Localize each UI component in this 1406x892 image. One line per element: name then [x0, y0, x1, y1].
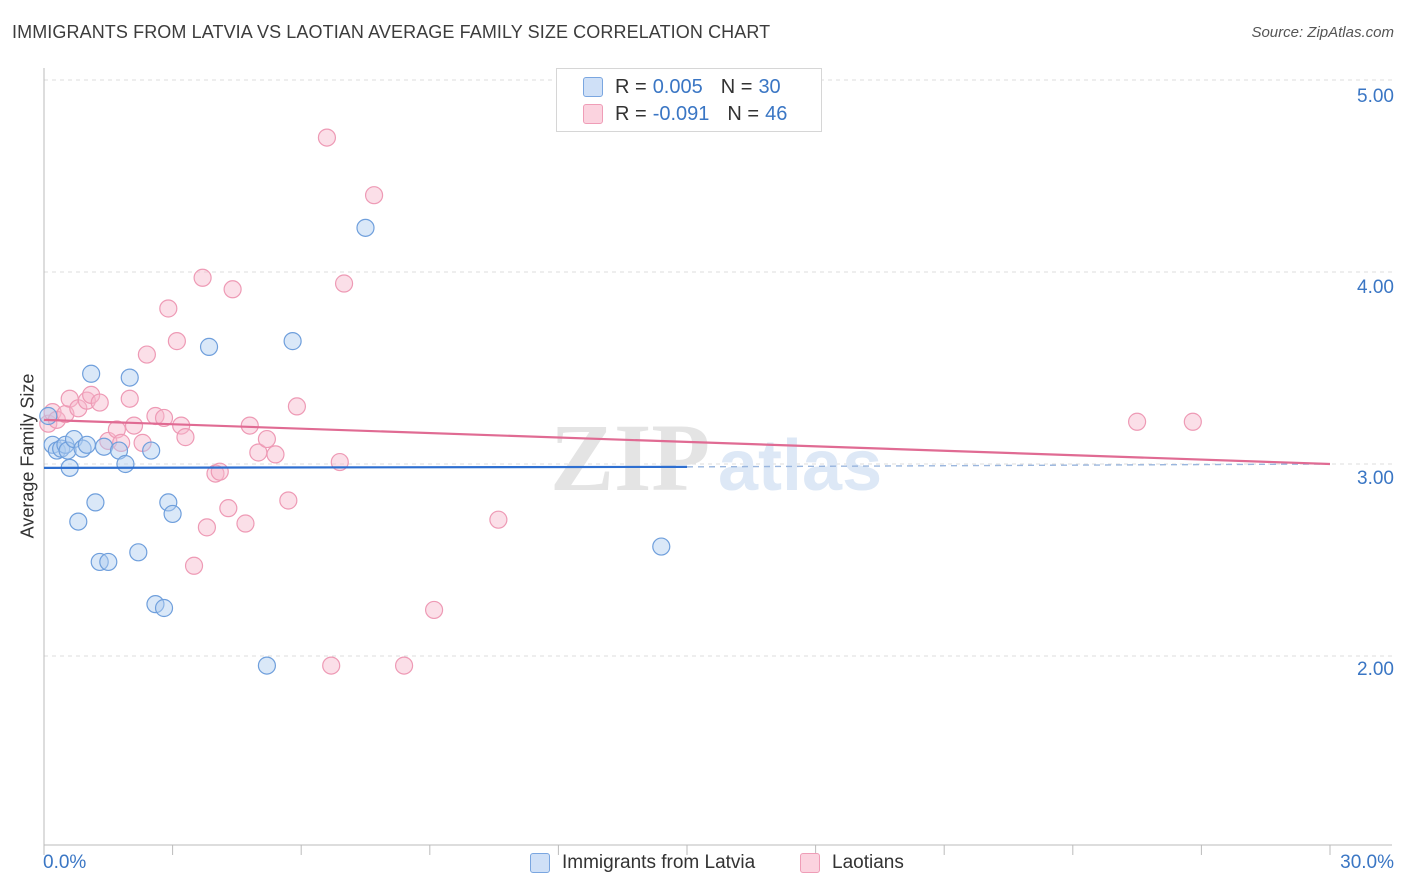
- laotians-point: [489, 510, 508, 529]
- laotians-trend-line: [43, 418, 1331, 466]
- laotians-point: [364, 186, 384, 205]
- legend-r-value-laotians: -0.091: [652, 102, 710, 125]
- laotians-point: [279, 491, 298, 510]
- latvia-point: [159, 493, 178, 512]
- legend-r-label: R =: [615, 102, 647, 125]
- legend-row-laotians: R = -0.091 N = 46: [583, 102, 787, 126]
- laotians-point: [334, 274, 354, 293]
- laotians-point: [154, 408, 174, 428]
- laotians-point: [223, 280, 242, 299]
- watermark-zip: ZIP: [550, 404, 710, 511]
- latvia-point: [283, 332, 302, 351]
- laotians-point: [107, 420, 126, 439]
- latvia-point: [120, 368, 139, 387]
- laotians-point: [137, 345, 156, 364]
- laotians-point: [210, 462, 229, 481]
- chart-source: Source: ZipAtlas.com: [1251, 24, 1394, 41]
- laotians-point: [424, 600, 444, 620]
- laotians-point: [176, 428, 195, 447]
- latvia-point: [116, 454, 135, 474]
- latvia-point: [94, 437, 114, 456]
- y-axis-label: Average Family Size: [17, 373, 38, 539]
- laotians-point: [193, 268, 212, 287]
- laotians-point: [1183, 412, 1202, 431]
- series-legend-label-laotians: Laotians: [832, 852, 904, 873]
- latvia-point: [652, 537, 671, 556]
- laotians-point: [159, 299, 178, 318]
- series-swatch-laotians: [800, 853, 820, 873]
- series-legend-label-latvia: Immigrants from Latvia: [562, 852, 756, 873]
- latvia-point: [86, 493, 105, 512]
- y-tick-label-5: 5.00: [1357, 86, 1394, 107]
- laotians-point: [120, 389, 139, 408]
- latvia-point: [146, 595, 165, 614]
- laotians-point: [257, 429, 277, 449]
- laotians-point: [240, 416, 259, 435]
- latvia-trend-extension: [686, 463, 1331, 468]
- legend-row-latvia: R = 0.005 N = 30: [583, 75, 781, 99]
- legend-n-value-laotians: 46: [765, 102, 788, 125]
- laotians-point: [317, 128, 337, 147]
- latvia-point: [99, 552, 118, 572]
- laotians-point: [1127, 412, 1147, 431]
- legend-n-label: N =: [720, 75, 753, 98]
- latvia-trend-line: [43, 465, 688, 469]
- series-swatch-latvia: [530, 853, 550, 873]
- latvia-point: [356, 218, 375, 237]
- latvia-point: [163, 504, 182, 524]
- x-tick-label-start: 0.0%: [43, 852, 87, 873]
- correlation-legend: R = 0.005 N = 30 R = -0.091 N = 46: [556, 68, 822, 132]
- latvia-point: [199, 337, 219, 356]
- laotians-point: [266, 445, 285, 464]
- laotians-point: [322, 656, 341, 675]
- y-tick-label-4: 4.00: [1357, 277, 1394, 298]
- y-tick-label-3: 3.00: [1357, 468, 1394, 489]
- latvia-point: [82, 364, 101, 383]
- latvia-point: [39, 406, 58, 426]
- chart-title: IMMIGRANTS FROM LATVIA VS LAOTIAN AVERAG…: [12, 22, 771, 42]
- laotians-point: [124, 416, 144, 435]
- latvia-point: [257, 656, 277, 675]
- legend-r-label: R =: [615, 75, 647, 98]
- laotians-point: [394, 656, 414, 675]
- legend-swatch-laotians: [583, 104, 603, 124]
- latvia-point: [77, 435, 96, 454]
- laotians-point: [197, 518, 216, 537]
- laotians-point: [219, 499, 238, 518]
- latvia-point: [142, 441, 161, 460]
- laotians-point: [167, 332, 186, 351]
- y-tick-label-2: 2.00: [1357, 659, 1394, 680]
- legend-n-value-latvia: 30: [758, 75, 781, 98]
- latvia-point: [154, 598, 174, 618]
- legend-n-label: N =: [727, 102, 760, 125]
- laotians-point: [184, 556, 204, 575]
- legend-swatch-latvia: [583, 77, 603, 97]
- x-tick-label-end: 30.0%: [1340, 852, 1394, 873]
- legend-r-value-latvia: 0.005: [652, 75, 703, 98]
- laotians-point: [90, 393, 109, 412]
- series-legend-laotians: Laotians: [800, 852, 904, 874]
- laotians-point: [236, 514, 255, 533]
- latvia-point: [129, 543, 148, 562]
- latvia-point: [69, 512, 88, 531]
- series-legend-latvia: Immigrants from Latvia: [530, 852, 755, 874]
- laotians-point: [287, 397, 307, 416]
